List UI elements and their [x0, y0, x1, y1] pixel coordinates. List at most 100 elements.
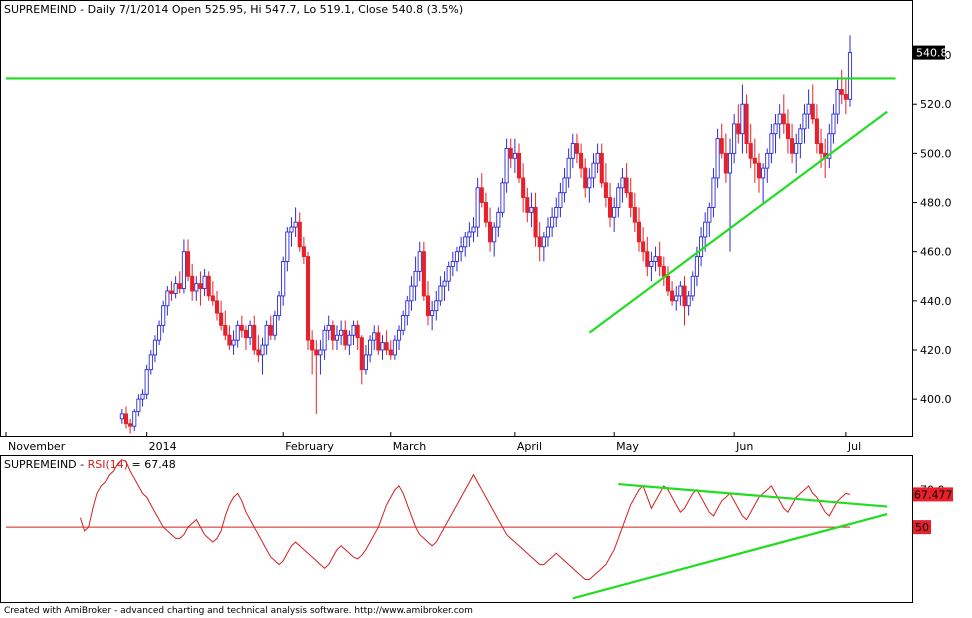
rsi-trendlines — [572, 482, 888, 600]
candle-body — [272, 315, 277, 336]
rsi-last-value-tag: 67.477 — [913, 487, 953, 502]
candle-body — [686, 295, 691, 307]
candle-body — [359, 337, 364, 371]
candle-body — [185, 251, 191, 277]
candle-body — [645, 251, 650, 267]
candle-body — [492, 226, 497, 243]
candle-body — [541, 236, 546, 248]
x-tick-label: April — [517, 440, 542, 453]
y-tick-label: 420.0 — [920, 344, 952, 357]
candle-body — [699, 236, 704, 258]
candle-body — [223, 324, 228, 336]
y-tick-label: 520.0 — [920, 98, 952, 111]
candle-body — [194, 283, 199, 292]
footer-credit: Created with AmiBroker - advanced charti… — [4, 606, 473, 616]
rsi-series — [80, 459, 851, 580]
candle-body — [173, 283, 178, 294]
candle-body — [570, 143, 575, 159]
candle-body — [641, 241, 646, 253]
candle-body — [421, 251, 426, 297]
candle-body — [781, 113, 786, 125]
candle-body — [343, 329, 348, 346]
candle-body — [148, 354, 153, 371]
x-tick-label: November — [8, 440, 66, 453]
candle-body — [715, 138, 720, 179]
candle-body — [703, 221, 708, 238]
candle-body — [206, 275, 211, 297]
candle-body — [607, 197, 613, 218]
candle-body — [802, 113, 807, 130]
candle-body — [810, 103, 815, 120]
candle-body — [512, 152, 517, 159]
candle-body — [380, 342, 385, 351]
candle-body — [310, 339, 315, 351]
candle-body — [665, 275, 671, 292]
candle-body — [446, 265, 451, 282]
candle-body — [219, 312, 224, 326]
rsi-level-tag: 50 — [913, 520, 931, 535]
candle-body — [835, 89, 840, 115]
candle-body — [839, 89, 844, 95]
candle-body — [843, 93, 848, 100]
candle-body — [417, 251, 422, 272]
candle-body — [769, 133, 774, 154]
candle-body — [388, 349, 393, 356]
x-axis: November 2014 February March April May Jun Jul — [5, 432, 861, 453]
candle-body — [157, 324, 162, 341]
candle-body — [732, 123, 737, 154]
candle-body — [202, 275, 207, 289]
candle-body — [566, 157, 571, 179]
x-tick-label: Jun — [735, 440, 753, 453]
candle-body — [363, 354, 368, 371]
candle-body — [533, 206, 538, 238]
candle-body — [190, 275, 195, 292]
candle-body — [169, 290, 174, 294]
candle-body — [670, 290, 675, 302]
x-tick-label: 2014 — [149, 440, 177, 453]
candle-body — [620, 177, 625, 189]
candle-body — [690, 275, 695, 297]
candle-body — [119, 413, 124, 420]
price-title: SUPREMEIND - Daily 7/1/2014 Open 525.95,… — [4, 3, 463, 16]
candle-body — [591, 162, 596, 179]
candle-body — [425, 295, 431, 317]
candle-body — [537, 236, 542, 248]
candle-body — [268, 324, 273, 336]
candle-body — [231, 339, 236, 346]
candle-body — [372, 332, 377, 341]
rsi-panel — [0, 455, 913, 603]
candle-body — [376, 332, 381, 351]
candle-body — [384, 342, 389, 351]
candle-body — [827, 133, 832, 159]
candle-body — [748, 143, 753, 159]
candle-body — [545, 226, 551, 238]
x-tick-label: March — [393, 440, 427, 453]
candle-body — [558, 192, 563, 208]
candle-body — [305, 256, 311, 341]
candle-body — [434, 300, 439, 312]
candle-body — [632, 206, 637, 223]
candle-body — [761, 167, 766, 179]
candle-body — [599, 152, 604, 184]
rsi-resistance-line — [618, 482, 888, 508]
candle-body — [413, 270, 418, 287]
candle-body — [463, 236, 468, 248]
candle-body — [777, 113, 782, 125]
candle-body — [132, 410, 137, 427]
support-line — [588, 110, 888, 334]
candle-body — [177, 283, 182, 289]
candle-body — [318, 349, 323, 356]
candle-body — [430, 310, 435, 317]
candle-body — [798, 128, 803, 144]
candle-body — [727, 152, 733, 174]
candle-body — [479, 187, 484, 203]
candle-body — [351, 324, 356, 336]
candle-body — [326, 324, 331, 331]
x-tick-label: February — [285, 440, 334, 453]
candle-body — [123, 413, 129, 425]
rsi-title-part: = 67.48 — [128, 458, 176, 471]
candle-body — [674, 295, 679, 302]
candle-body — [694, 256, 699, 277]
candle-body — [723, 152, 728, 174]
